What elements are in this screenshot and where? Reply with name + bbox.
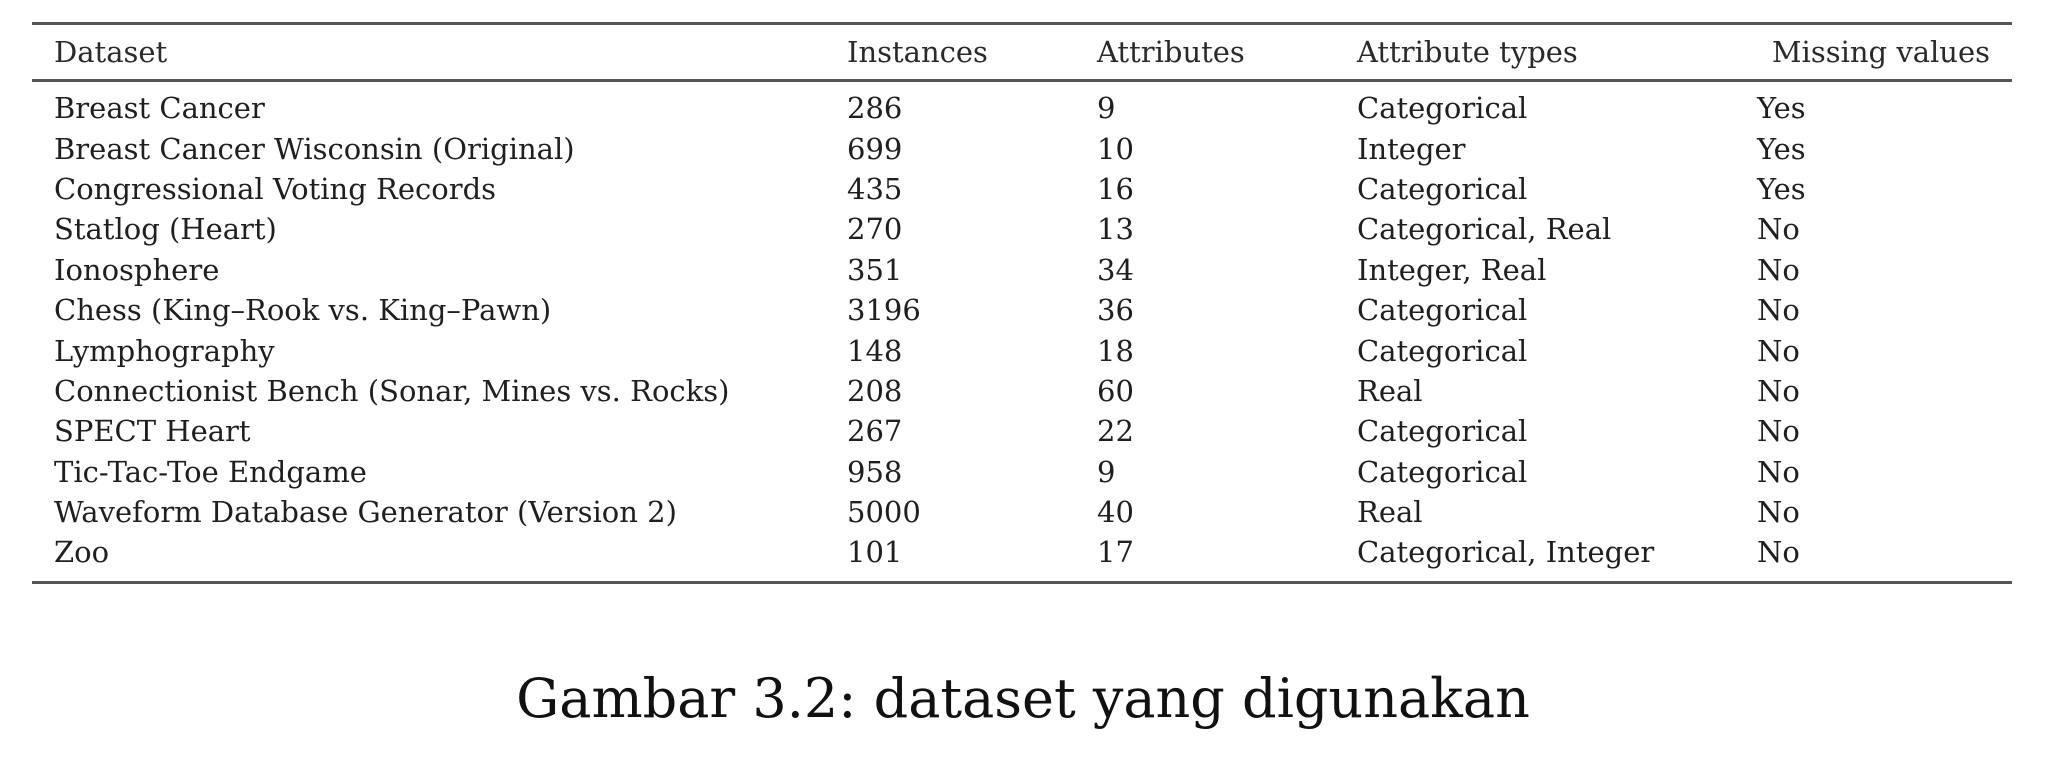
attribute-types-cell: Categorical [1357,414,1528,449]
attributes-cell: 18 [1097,333,1134,368]
missing-values-cell: No [1757,495,1800,530]
attributes-cell: 34 [1097,252,1134,287]
header-missing-values: Missing values [1735,22,2012,82]
table-row: Chess (King–Rook vs. King–Pawn) 3196 36 Cat… [32,290,2012,330]
attributes-cell: 17 [1075,532,1335,584]
missing-values-cell: No [1757,333,1800,368]
table-row: Ionosphere 351 34 Integer, Real No [32,250,2012,290]
header-row: Dataset Instances Attributes Attribute t… [32,22,2012,82]
attributes-cell: 60 [1097,373,1134,408]
table-row: Congressional Voting Records 435 16 Categor… [32,169,2012,209]
missing-values-cell: Yes [1757,91,1806,126]
dataset-cell: Waveform Database Generator (Version 2) [54,495,677,530]
dataset-table-container: Dataset Instances Attributes Attribute t… [32,22,2012,584]
dataset-cell: Breast Cancer [54,91,265,126]
header-dataset: Dataset [32,22,825,82]
instances-cell: 435 [847,171,903,206]
attribute-types-cell: Categorical [1357,91,1528,126]
table-row: Breast Cancer Wisconsin (Original) 699 10 I… [32,128,2012,168]
attributes-cell: 13 [1097,212,1134,247]
attributes-cell: 36 [1097,293,1134,328]
instances-cell: 286 [847,91,903,126]
attributes-cell: 9 [1097,454,1116,489]
missing-values-cell: No [1735,532,2012,584]
attribute-types-cell: Categorical, Integer [1335,532,1735,584]
missing-values-cell: No [1757,212,1800,247]
missing-values-cell: No [1757,373,1800,408]
table-header: Dataset Instances Attributes Attribute t… [32,22,2012,82]
dataset-cell: Ionosphere [54,252,220,287]
instances-cell: 351 [847,252,903,287]
attribute-types-cell: Real [1357,495,1423,530]
attribute-types-cell: Categorical [1357,171,1528,206]
dataset-cell: Congressional Voting Records [54,171,497,206]
instances-cell: 3196 [847,293,921,328]
table-body: Breast Cancer 286 9 Categorical Yes Breast Ca… [32,81,2012,584]
instances-cell: 208 [847,373,903,408]
attributes-cell: 40 [1097,495,1134,530]
missing-values-cell: No [1757,414,1800,449]
header-attribute-types: Attribute types [1335,22,1735,82]
attribute-types-cell: Categorical [1357,333,1528,368]
dataset-table: Dataset Instances Attributes Attribute t… [32,22,2012,584]
missing-values-cell: Yes [1757,131,1806,166]
dataset-cell: Statlog (Heart) [54,212,277,247]
dataset-cell: Connectionist Bench (Sonar, Mines vs. Ro… [54,373,730,408]
instances-cell: 958 [847,454,903,489]
table-row: Tic-Tac-Toe Endgame 958 9 Categorical No [32,452,2012,492]
attributes-cell: 9 [1097,91,1116,126]
table-row: Zoo 101 17 Categorical, Integer No [32,532,2012,584]
attribute-types-cell: Integer [1357,131,1466,166]
attributes-cell: 22 [1097,414,1134,449]
instances-cell: 270 [847,212,903,247]
attribute-types-cell: Real [1357,373,1423,408]
instances-cell: 699 [847,131,903,166]
attributes-cell: 16 [1097,171,1134,206]
instances-cell: 148 [847,333,903,368]
missing-values-cell: No [1757,293,1800,328]
missing-values-cell: No [1757,252,1800,287]
table-row: SPECT Heart 267 22 Categorical No [32,411,2012,451]
dataset-cell: SPECT Heart [54,414,251,449]
figure-caption: Gambar 3.2: dataset yang digunakan [516,667,1530,730]
instances-cell: 5000 [847,495,921,530]
header-instances: Instances [825,22,1075,82]
instances-cell: 101 [825,532,1075,584]
attribute-types-cell: Categorical, Real [1357,212,1612,247]
missing-values-cell: Yes [1757,171,1806,206]
header-attributes: Attributes [1075,22,1335,82]
table-row: Breast Cancer 286 9 Categorical Yes [32,81,2012,129]
table-row: Connectionist Bench (Sonar, Mines vs. Ro… [32,371,2012,411]
attribute-types-cell: Categorical [1357,293,1528,328]
dataset-cell: Zoo [32,532,825,584]
attribute-types-cell: Integer, Real [1357,252,1547,287]
missing-values-cell: No [1757,454,1800,489]
dataset-cell: Lymphography [54,333,275,368]
table-row: Waveform Database Generator (Version 2) 5… [32,492,2012,532]
dataset-cell: Breast Cancer Wisconsin (Original) [54,131,575,166]
dataset-cell: Tic-Tac-Toe Endgame [54,454,367,489]
attributes-cell: 10 [1097,131,1134,166]
table-row: Statlog (Heart) 270 13 Categorical, Real No [32,209,2012,249]
dataset-cell: Chess (King–Rook vs. King–Pawn) [54,293,552,328]
attribute-types-cell: Categorical [1357,454,1528,489]
instances-cell: 267 [847,414,903,449]
table-row: Lymphography 148 18 Categorical No [32,330,2012,370]
